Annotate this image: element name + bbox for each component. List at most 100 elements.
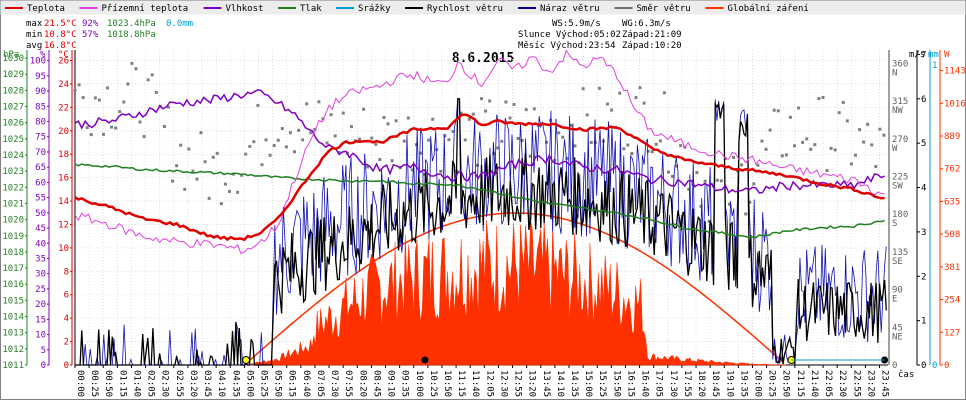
wind-direction-dot xyxy=(431,117,435,121)
wind-direction-dot xyxy=(561,135,565,139)
time-label: 23:20 xyxy=(865,370,875,397)
wind-direction-dot xyxy=(138,120,142,124)
time-label: 15:00 xyxy=(583,370,593,397)
axis-deg-dir: SW xyxy=(892,182,903,192)
time-label: 16:15 xyxy=(625,370,635,397)
time-label: 10:00 xyxy=(414,370,424,397)
axis-pct-label: 10 xyxy=(35,331,46,341)
wind-direction-dot xyxy=(85,126,89,130)
wind-direction-dot xyxy=(211,155,215,159)
wind-direction-dot xyxy=(642,101,646,105)
axis-w-label: 254 xyxy=(944,296,960,306)
wind-direction-dot xyxy=(248,144,252,148)
wind-direction-dot xyxy=(73,88,77,92)
axis-deg-dir: SE xyxy=(892,257,903,267)
wind-direction-dot xyxy=(386,122,390,126)
wind-direction-dot xyxy=(130,61,134,65)
wind-direction-dot xyxy=(805,137,809,141)
wind-direction-dot xyxy=(650,150,654,154)
time-label: 12:05 xyxy=(484,370,494,397)
stat-avg-label: avg xyxy=(26,41,42,51)
wind-direction-dot xyxy=(610,108,614,112)
time-label: 10:50 xyxy=(442,370,452,397)
time-label: 05:00 xyxy=(244,370,254,397)
wind-direction-dot xyxy=(821,96,825,100)
wind-direction-dot xyxy=(171,179,175,183)
wind-direction-dot xyxy=(732,156,736,160)
wind-direction-dot xyxy=(626,143,630,147)
wind-direction-dot xyxy=(439,169,443,173)
axis-deg-dir: NW xyxy=(892,106,903,116)
time-label: 17:30 xyxy=(668,370,678,397)
wind-direction-dot xyxy=(402,139,406,143)
wind-direction-dot xyxy=(284,145,288,149)
wind-direction-dot xyxy=(195,177,199,181)
time-label: 01:40 xyxy=(131,370,141,397)
wind-direction-dot xyxy=(297,128,301,132)
axis-deg-label: 360 xyxy=(892,59,908,69)
axis-pct-label: 0 xyxy=(41,361,46,371)
wind-direction-dot xyxy=(215,151,219,155)
wind-direction-dot xyxy=(93,96,97,100)
wind-direction-dot xyxy=(569,123,573,127)
wind-direction-dot xyxy=(134,67,138,71)
wind-direction-dot xyxy=(293,150,297,154)
time-label: 20:25 xyxy=(767,370,777,397)
axis-deg-label: 0 xyxy=(892,361,897,371)
axis-c-label: 6 xyxy=(64,291,69,301)
wind-direction-dot xyxy=(175,164,179,168)
wind-direction-dot xyxy=(106,86,110,90)
wind-direction-dot xyxy=(764,147,768,151)
axis-c-label: 0 xyxy=(64,361,69,371)
wind-direction-dot xyxy=(126,82,130,86)
time-label: 22:05 xyxy=(823,370,833,397)
axis-w-label: 889 xyxy=(944,132,960,142)
wind-direction-dot xyxy=(658,139,662,143)
axis-c-label: 24 xyxy=(58,80,69,90)
sun-marker xyxy=(242,356,251,364)
wind-direction-dot xyxy=(427,138,431,142)
time-label: 11:40 xyxy=(470,370,480,397)
wind-direction-dot xyxy=(528,154,532,158)
legend-label: Přízemní teplota xyxy=(102,4,189,14)
legend: Teplota Přízemní teplota Vlhkost Tlak Srážky… xyxy=(5,4,809,14)
plot-area: 1011101210131014101510161017101810191020… xyxy=(2,49,966,397)
wind-direction-dot xyxy=(622,147,626,151)
axis-ms-label: 7 xyxy=(921,50,926,60)
axis-pct-label: 55 xyxy=(35,194,46,204)
time-label: 17:05 xyxy=(654,370,664,397)
time-label: 07:30 xyxy=(329,370,339,397)
wind-direction-dot xyxy=(166,105,170,109)
axis-deg-dir: S xyxy=(892,219,897,229)
wind-direction-dot xyxy=(512,102,516,106)
axis-hpa-label: 1020 xyxy=(2,216,24,226)
temperature-line xyxy=(74,113,885,242)
axis-title-w: W xyxy=(944,50,950,60)
wind-direction-dot xyxy=(382,115,386,119)
wind-direction-dot xyxy=(679,144,683,148)
axis-c-label: 22 xyxy=(58,103,69,113)
axis-ms-label: 1 xyxy=(921,317,926,327)
axis-pct-label: 45 xyxy=(35,224,46,234)
time-label: 22:55 xyxy=(851,370,861,397)
wind-direction-dot xyxy=(520,139,524,143)
time-label: 04:35 xyxy=(230,370,240,397)
wind-direction-dot xyxy=(187,147,191,151)
wind-direction-dot xyxy=(882,133,886,137)
wind-direction-dot xyxy=(488,99,492,103)
wind-direction-dot xyxy=(110,125,114,129)
wind-direction-dot xyxy=(313,128,317,132)
wind-direction-dot xyxy=(252,140,256,144)
wind-direction-dot xyxy=(309,131,313,135)
axis-mm-label: 0 xyxy=(932,361,937,371)
wind-direction-dot xyxy=(809,147,813,151)
wind-direction-dot xyxy=(606,102,610,106)
wind-direction-dot xyxy=(146,78,150,82)
time-label: 20:50 xyxy=(781,370,791,397)
axis-pct-label: 75 xyxy=(35,133,46,143)
axis-hpa-label: 1019 xyxy=(2,232,24,242)
wind-direction-dot xyxy=(77,83,81,87)
wind-direction-dot xyxy=(349,125,353,129)
wind-direction-dot xyxy=(638,86,642,90)
